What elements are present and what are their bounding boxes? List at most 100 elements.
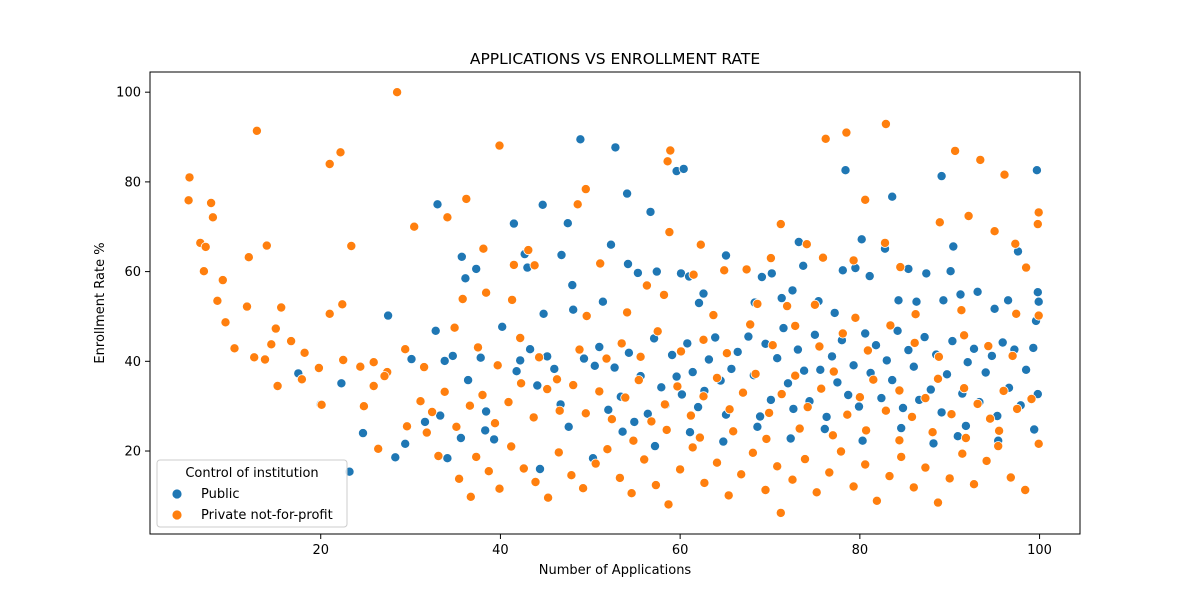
private-point (554, 405, 565, 416)
public-point (898, 402, 909, 413)
public-point (538, 308, 549, 319)
public-point (549, 363, 560, 374)
private-point (529, 260, 540, 271)
private-point (787, 474, 798, 485)
public-point (480, 425, 491, 436)
private-point (741, 264, 752, 275)
private-point (461, 193, 472, 204)
private-point (198, 266, 209, 277)
public-point (508, 218, 519, 229)
private-point (663, 499, 674, 510)
private-point (472, 342, 483, 353)
private-point (299, 347, 310, 358)
private-point (251, 125, 262, 136)
public-point (980, 367, 991, 378)
private-point (346, 240, 357, 251)
public-point (442, 453, 453, 464)
private-point (451, 421, 462, 432)
legend-label-private: Private not-for-profit (201, 508, 333, 523)
x-tick-label: 100 (1027, 543, 1052, 558)
public-point (390, 452, 401, 463)
public-point (893, 295, 904, 306)
private-point (675, 464, 686, 475)
private-point (975, 154, 986, 165)
private-point (335, 147, 346, 158)
private-point (358, 401, 369, 412)
private-point (959, 330, 970, 341)
private-point (1021, 262, 1032, 273)
public-point (475, 352, 486, 363)
private-point (820, 133, 831, 144)
public-point (567, 280, 578, 291)
private-point (860, 459, 871, 470)
public-point (743, 331, 754, 342)
public-point (532, 380, 543, 391)
private-point (880, 405, 891, 416)
public-point (962, 357, 973, 368)
public-point (892, 325, 903, 336)
private-point (816, 383, 827, 394)
private-point (801, 239, 812, 250)
private-point (1012, 403, 1023, 414)
public-point (776, 293, 787, 304)
public-point (594, 341, 605, 352)
public-point (856, 234, 867, 245)
private-point (698, 334, 709, 345)
private-point (736, 469, 747, 480)
public-point (798, 260, 809, 271)
private-point (595, 258, 606, 269)
public-point (840, 165, 851, 176)
public-point (908, 361, 919, 372)
private-point (862, 345, 873, 356)
private-point (824, 467, 835, 478)
private-point (616, 338, 627, 349)
x-axis: 20 40 60 80 100 (312, 534, 1052, 558)
public-point (432, 199, 443, 210)
public-point (497, 321, 508, 332)
public-point (860, 328, 871, 339)
private-point (661, 424, 672, 435)
private-point (760, 484, 771, 495)
public-point (921, 268, 932, 279)
y-axis: 20 40 60 80 100 (116, 86, 150, 460)
private-point (272, 380, 283, 391)
y-tick-label: 60 (124, 265, 141, 280)
public-point (792, 344, 803, 355)
private-point (790, 370, 801, 381)
public-point (1021, 364, 1032, 375)
private-point (489, 418, 500, 429)
private-point (848, 255, 859, 266)
private-point (590, 458, 601, 469)
private-point (895, 262, 906, 273)
public-point (911, 296, 922, 307)
public-point (947, 336, 958, 347)
private-point (1032, 219, 1043, 230)
legend-label-public: Public (201, 487, 239, 502)
private-point (606, 414, 617, 425)
private-point (628, 435, 639, 446)
public-point (919, 332, 930, 343)
private-point (602, 444, 613, 455)
public-point (854, 401, 865, 412)
private-point (1033, 207, 1044, 218)
private-point (635, 351, 646, 362)
public-point (887, 191, 898, 202)
public-point (606, 239, 617, 250)
private-point (566, 470, 577, 481)
public-point (698, 288, 709, 299)
private-point (442, 212, 453, 223)
private-point (574, 344, 585, 355)
private-point (324, 158, 335, 169)
public-point (903, 263, 914, 274)
public-point (896, 423, 907, 434)
public-point (989, 303, 1000, 314)
x-tick-label: 60 (672, 543, 689, 558)
private-point (721, 348, 732, 359)
public-point (710, 332, 721, 343)
private-point (568, 380, 579, 391)
public-point (603, 404, 614, 415)
private-point (775, 219, 786, 230)
private-point (465, 491, 476, 502)
public-point (439, 355, 450, 366)
private-point (449, 322, 460, 333)
